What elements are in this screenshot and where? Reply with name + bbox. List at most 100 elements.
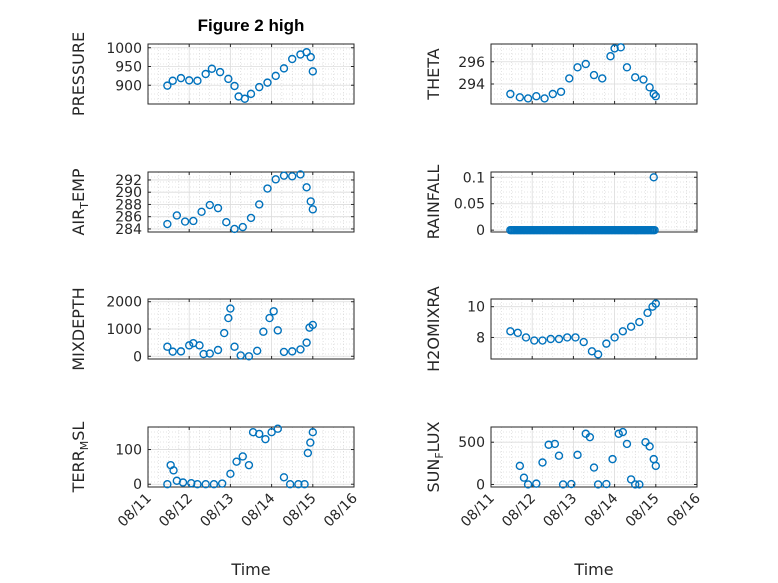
data-point xyxy=(573,450,582,460)
data-point xyxy=(193,76,202,85)
data-point xyxy=(184,76,194,85)
data-point xyxy=(302,338,311,347)
data-point xyxy=(645,83,654,92)
data-point xyxy=(184,341,194,350)
data-point xyxy=(230,224,239,234)
x-tick-label: 08/16 xyxy=(321,490,361,530)
data-point xyxy=(650,225,659,235)
data-point xyxy=(199,349,208,359)
data-point xyxy=(240,94,250,103)
subplot-mixdepth: 2000 1000 0 MIXDEPTH xyxy=(69,287,355,371)
data-point xyxy=(554,451,564,460)
data-point xyxy=(205,200,215,210)
data-point xyxy=(635,480,644,489)
data-point xyxy=(523,94,533,103)
data-point xyxy=(649,173,658,182)
data-point xyxy=(308,205,317,214)
y-tick-label: 294 xyxy=(458,77,485,93)
y-tick-label: 0.05 xyxy=(454,197,485,213)
y-tick-label: 284 xyxy=(115,222,142,238)
data-point xyxy=(232,457,241,466)
y-tick-label: 0 xyxy=(476,223,485,239)
data-point xyxy=(589,463,599,472)
x-tick-label: 08/13 xyxy=(540,491,580,531)
data-point xyxy=(651,299,660,308)
y-tick-label: 8 xyxy=(476,330,485,346)
data-point xyxy=(244,352,254,361)
data-point xyxy=(506,327,515,336)
data-point xyxy=(585,432,595,442)
x-tick-label: 08/14 xyxy=(582,490,622,530)
y-axis-label: SUNFLUX xyxy=(424,421,446,492)
x-tick-label: 08/12 xyxy=(499,491,539,531)
data-point xyxy=(215,67,225,77)
data-point xyxy=(579,337,588,347)
y-tick-label: 950 xyxy=(115,60,142,76)
data-point xyxy=(294,480,303,489)
x-axis-label-right: Time xyxy=(573,560,613,579)
data-point xyxy=(308,67,317,76)
data-point xyxy=(550,439,560,449)
data-point xyxy=(273,326,282,335)
data-point xyxy=(616,43,625,52)
data-point xyxy=(263,184,272,193)
data-point xyxy=(172,211,182,220)
y-tick-label: 500 xyxy=(458,435,485,451)
data-point xyxy=(201,480,210,489)
data-point xyxy=(222,218,231,227)
data-point xyxy=(195,341,204,350)
data-point xyxy=(565,74,574,83)
data-point xyxy=(546,334,555,344)
data-point xyxy=(163,81,172,90)
subplot-theta: 296 294 THETA xyxy=(424,43,698,105)
data-point xyxy=(306,52,315,62)
data-point xyxy=(238,452,247,461)
data-point xyxy=(255,429,264,439)
data-point xyxy=(252,346,262,356)
data-point xyxy=(168,347,177,356)
data-point xyxy=(217,479,227,488)
y-tick-label: 10 xyxy=(467,300,485,316)
y-tick-label: 0.1 xyxy=(463,170,485,186)
data-point xyxy=(573,63,582,72)
data-point xyxy=(571,333,580,342)
data-point xyxy=(288,172,297,181)
data-point xyxy=(614,429,623,438)
y-axis-label: THETA xyxy=(424,48,443,100)
data-point xyxy=(168,76,177,85)
x-tick-label: 08/13 xyxy=(197,491,237,531)
data-point xyxy=(618,427,628,437)
data-point xyxy=(265,313,274,323)
subplot-pressure: 1000 950 900 PRESSURE xyxy=(69,32,355,116)
data-point xyxy=(554,334,564,344)
data-point xyxy=(538,458,547,467)
data-point xyxy=(593,480,603,489)
y-tick-label: 0 xyxy=(133,477,142,493)
data-point xyxy=(197,207,206,216)
data-point xyxy=(622,63,632,72)
data-point xyxy=(246,213,256,223)
data-point xyxy=(308,320,317,330)
data-point xyxy=(540,94,549,103)
data-point xyxy=(271,175,280,184)
data-point xyxy=(296,170,305,179)
data-point xyxy=(230,81,239,91)
axes-box xyxy=(490,298,698,360)
y-tick-label: 900 xyxy=(115,78,142,94)
data-point xyxy=(544,440,553,449)
data-point xyxy=(180,217,190,226)
data-point xyxy=(246,89,256,99)
y-tick-label: 0 xyxy=(476,477,485,493)
y-tick-label: 296 xyxy=(458,55,485,71)
x-tick-label: 08/11 xyxy=(115,491,155,531)
data-point xyxy=(273,424,282,433)
data-point xyxy=(261,434,270,444)
y-tick-label: 290 xyxy=(115,185,142,201)
data-point xyxy=(213,345,223,355)
y-axis-label: H2OMIXRA xyxy=(424,286,443,372)
data-point xyxy=(618,327,628,336)
data-point xyxy=(303,448,313,458)
data-point xyxy=(532,479,541,488)
data-point xyxy=(236,351,245,360)
